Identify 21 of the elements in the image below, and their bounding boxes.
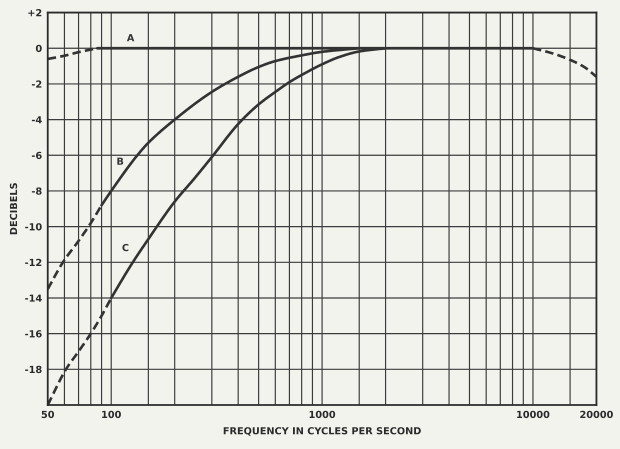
series-label: A <box>126 34 134 42</box>
y-tick-label: 0 <box>36 44 42 52</box>
x-tick-label: 20000 <box>580 410 613 418</box>
x-tick-label: 100 <box>102 410 121 418</box>
y-tick-label: +2 <box>28 9 42 16</box>
y-tick-label: -8 <box>32 187 42 195</box>
y-tick-label: -18 <box>25 366 42 374</box>
x-tick-label: 10000 <box>517 410 550 418</box>
y-tick-label: -6 <box>32 152 42 160</box>
y-tick-label: -14 <box>25 294 42 302</box>
y-axis-title: DECIBELS <box>10 183 18 234</box>
y-tick-label: -2 <box>32 80 42 88</box>
y-tick-label: -10 <box>25 223 42 230</box>
y-tick-label: -12 <box>25 258 42 266</box>
x-axis-title: FREQUENCY IN CYCLES PER SECOND <box>224 427 421 436</box>
y-tick-label: -16 <box>25 330 42 338</box>
series-label: C <box>122 244 128 252</box>
series-label: B <box>117 158 124 165</box>
x-tick-label: 50 <box>42 410 54 418</box>
x-tick-label: 1000 <box>310 410 336 418</box>
y-tick-label: -4 <box>32 116 42 124</box>
